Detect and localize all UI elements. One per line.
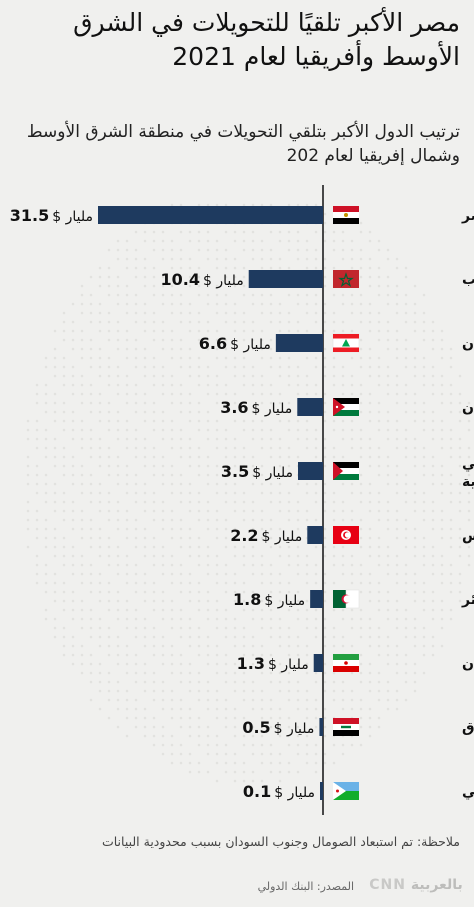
algeria-flag-icon [333,589,360,609]
bar [319,718,323,736]
category-label: الأراضيالفلسطينية [462,455,474,490]
page-title: مصر الأكبر تلقيًا للتحويلات في الشرق الأ… [73,8,460,71]
cnn-arabic-logo: CNN بالعربية [369,877,463,893]
value-label: 1.8 $ مليار [233,590,305,609]
category-label: إيران [462,656,474,672]
bar-chart: 31.5$ مليار مصر 10.4$ مليار المغرب 6.6$ مليا… [10,185,474,815]
bar [297,398,323,416]
category-label: لبنان [462,336,474,352]
category-label: العراق [462,720,474,736]
bar [320,782,323,800]
morocco-flag-icon [333,270,359,288]
category-label: الجزائر [461,592,474,608]
bar-row: 31.5$ مليار مصر [10,206,474,225]
iran-flag-icon [333,654,359,672]
value-label: 31.5 $ مليار [10,206,93,225]
jordan-flag-icon [333,398,359,416]
lebanon-flag-icon [332,333,360,353]
bar [313,654,323,672]
bar-row: 0.5$ مليار العراق [242,718,474,737]
bar-row: 3.6$ مليار الأردن [220,398,474,417]
bar-row: 1.8$ مليار الجزائر [233,589,474,609]
footnote: ملاحظة: تم استبعاد الصومال وجنوب السودان… [101,834,460,849]
bar [275,334,323,352]
bar-row: 3.5$ مليار الأراضيالفلسطينية [221,455,474,490]
bar [298,462,323,480]
value-label: 3.6 $ مليار [220,398,292,417]
djibouti-flag-icon [333,782,359,800]
bar [98,206,323,224]
category-label: الأردن [462,399,474,416]
bar-row: 1.3$ مليار إيران [237,654,474,673]
palestine-flag-icon [333,462,359,480]
bar [310,590,323,608]
iraq-flag-icon [333,718,359,736]
value-label: 3.5 $ مليار [221,462,293,481]
bar-row: 2.2$ مليار تونس [230,526,474,545]
bar-row: 6.6$ مليار لبنان [199,333,474,353]
bar-row: 10.4$ مليار المغرب [160,270,474,289]
category-label: جيبوتي [462,784,474,800]
page-subtitle: ترتيب الدول الأكبر بتلقي التحويلات في من… [26,122,460,166]
value-label: 0.1 $ مليار [243,782,315,801]
category-label: تونس [462,528,474,544]
egypt-flag-icon [333,206,359,224]
bar [248,270,323,288]
source-credit: المصدر: البنك الدولي [257,880,354,893]
value-label: 1.3 $ مليار [237,654,309,673]
bar-row: 0.1$ مليار جيبوتي [243,782,474,801]
value-label: 0.5 $ مليار [242,718,314,737]
background-dot-map [26,203,471,783]
value-label: 6.6 $ مليار [199,334,271,353]
tunisia-flag-icon [333,526,359,544]
category-label: المغرب [462,272,474,288]
category-label: مصر [461,208,474,224]
value-label: 2.2 $ مليار [230,526,302,545]
bar [307,526,323,544]
value-label: 10.4 $ مليار [160,270,243,289]
